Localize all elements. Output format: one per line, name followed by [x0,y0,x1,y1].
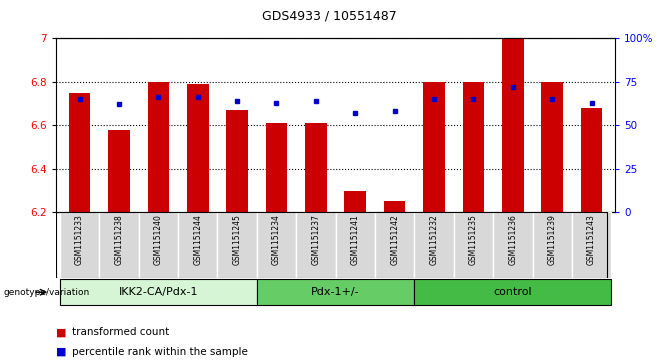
Bar [423,82,445,212]
Bar [187,84,209,212]
Bar [415,212,454,278]
Text: ■: ■ [56,327,66,337]
Bar [266,123,288,212]
Bar [60,279,257,305]
Text: GSM1151245: GSM1151245 [233,214,241,265]
Text: GSM1151242: GSM1151242 [390,214,399,265]
Text: GSM1151235: GSM1151235 [469,214,478,265]
Bar [296,212,336,278]
Bar [542,82,563,212]
Bar [226,110,248,212]
Text: ■: ■ [56,347,66,357]
Bar [463,82,484,212]
Bar [147,82,169,212]
Bar [60,212,99,278]
Bar [532,212,572,278]
Bar [257,212,296,278]
Text: GSM1151238: GSM1151238 [114,214,124,265]
Bar [99,212,139,278]
Bar [502,38,524,212]
Bar [108,130,130,212]
Bar [572,212,611,278]
Bar [344,191,366,212]
Text: GSM1151237: GSM1151237 [311,214,320,265]
Bar [68,93,90,212]
Bar [375,212,415,278]
Bar [415,279,611,305]
Bar [257,279,415,305]
Text: GSM1151241: GSM1151241 [351,214,360,265]
Bar [139,212,178,278]
Text: IKK2-CA/Pdx-1: IKK2-CA/Pdx-1 [118,287,198,297]
Bar [305,123,327,212]
Text: percentile rank within the sample: percentile rank within the sample [72,347,248,357]
Text: GSM1151232: GSM1151232 [430,214,438,265]
Bar [336,212,375,278]
Text: GSM1151240: GSM1151240 [154,214,163,265]
Text: transformed count: transformed count [72,327,170,337]
Bar [178,212,217,278]
Text: GSM1151239: GSM1151239 [547,214,557,265]
Bar [493,212,532,278]
Text: GDS4933 / 10551487: GDS4933 / 10551487 [262,9,396,22]
Text: GSM1151243: GSM1151243 [587,214,596,265]
Bar [454,212,493,278]
Text: GSM1151233: GSM1151233 [75,214,84,265]
Text: Pdx-1+/-: Pdx-1+/- [311,287,360,297]
Bar [581,108,603,212]
Text: GSM1151236: GSM1151236 [509,214,517,265]
Text: GSM1151234: GSM1151234 [272,214,281,265]
Text: genotype/variation: genotype/variation [3,288,89,297]
Text: control: control [494,287,532,297]
Bar [384,201,405,212]
Text: GSM1151244: GSM1151244 [193,214,202,265]
Bar [217,212,257,278]
